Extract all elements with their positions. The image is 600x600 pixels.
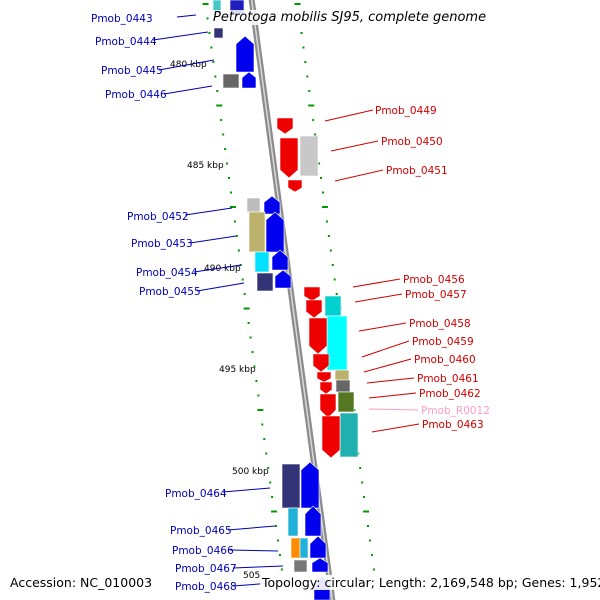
gene-arrow bbox=[319, 381, 333, 395]
gene-label-leader-right bbox=[371, 423, 420, 433]
gene-label-left: Pmob_0446 bbox=[105, 89, 167, 101]
gene-label-right: Pmob_R0012 bbox=[421, 405, 490, 417]
gene-block bbox=[287, 507, 299, 537]
gene-label-leader-left bbox=[176, 14, 197, 18]
gene-block bbox=[254, 251, 270, 273]
gene-label-leader-right bbox=[358, 322, 407, 332]
gene-label-right: Pmob_0461 bbox=[417, 373, 479, 385]
gene-arrow bbox=[287, 179, 303, 193]
gene-label-left: Pmob_0466 bbox=[172, 545, 234, 557]
gene-label-leader-right bbox=[368, 408, 419, 411]
genome-stats-text: Topology: circular; Length: 2,169,548 bp… bbox=[260, 575, 600, 590]
gene-label-leader-left bbox=[229, 549, 279, 552]
gene-label-leader-right bbox=[324, 109, 374, 122]
gene-label-right: Pmob_0449 bbox=[375, 105, 437, 117]
gene-label-left: Pmob_0454 bbox=[136, 267, 198, 279]
gene-label-left: Pmob_0464 bbox=[165, 488, 227, 500]
genome-backbone-highlight bbox=[250, 0, 334, 600]
gene-label-leader-right bbox=[366, 377, 415, 384]
gene-label-leader-right bbox=[363, 358, 412, 373]
scale-label: 505 bbox=[243, 571, 260, 581]
gene-label-left: Pmob_0453 bbox=[131, 238, 193, 250]
gene-label-leader-left bbox=[196, 282, 245, 292]
gene-label-leader-left bbox=[227, 525, 276, 531]
gene-label-left: Pmob_0455 bbox=[139, 286, 201, 298]
scale-label: 495 kbp bbox=[219, 365, 256, 375]
gene-arrow bbox=[274, 269, 292, 289]
scale-label: 485 kbp bbox=[187, 161, 224, 171]
gene-arrow bbox=[279, 137, 299, 179]
gene-label-left: Pmob_0445 bbox=[101, 65, 163, 77]
gene-label-left: Pmob_0468 bbox=[175, 581, 237, 593]
gene-arrow bbox=[241, 71, 257, 89]
gene-label-right: Pmob_0459 bbox=[412, 336, 474, 348]
gene-label-right: Pmob_0463 bbox=[422, 419, 484, 431]
gene-label-leader-right bbox=[330, 140, 379, 152]
gene-arrow bbox=[311, 557, 329, 573]
scale-label: 500 kbp bbox=[232, 467, 269, 477]
gene-block bbox=[326, 315, 348, 371]
gene-label-leader-left bbox=[193, 264, 242, 273]
gene-arrow bbox=[316, 371, 332, 383]
gene-label-left: Pmob_0452 bbox=[127, 211, 189, 223]
gene-block bbox=[299, 135, 319, 177]
gene-label-leader-left bbox=[184, 207, 233, 216]
gene-block bbox=[335, 379, 351, 393]
gene-arrow bbox=[304, 505, 322, 537]
gene-block bbox=[339, 412, 359, 458]
gene-label-leader-left bbox=[222, 487, 271, 493]
gene-label-leader-left bbox=[158, 59, 215, 71]
gene-block bbox=[248, 211, 266, 253]
gene-arrow bbox=[300, 461, 320, 509]
gene-label-left: Pmob_0465 bbox=[170, 525, 232, 537]
gene-label-left: Pmob_0467 bbox=[175, 563, 237, 575]
gene-block bbox=[213, 27, 224, 39]
gene-arrow bbox=[265, 211, 285, 253]
gene-label-leader-right bbox=[352, 278, 401, 288]
gene-arrow bbox=[308, 317, 328, 355]
gene-label-right: Pmob_0458 bbox=[409, 318, 471, 330]
gene-block bbox=[246, 197, 261, 213]
gene-block bbox=[334, 369, 350, 381]
gene-arrow bbox=[312, 353, 330, 373]
gene-label-leader-right bbox=[368, 392, 417, 399]
gene-label-left: Pmob_0444 bbox=[95, 36, 157, 48]
gene-label-leader-right bbox=[361, 340, 410, 358]
gene-label-right: Pmob_0462 bbox=[419, 388, 481, 400]
scale-label: 490 kbp bbox=[204, 264, 241, 274]
gene-label-leader-right bbox=[354, 293, 403, 303]
gene-label-leader-left bbox=[189, 235, 237, 244]
gene-block bbox=[293, 559, 308, 573]
genome-title: Petrotoga mobilis SJ95, complete genome bbox=[211, 10, 489, 25]
gene-label-right: Pmob_0450 bbox=[381, 136, 443, 148]
gene-label-leader-left bbox=[152, 31, 209, 41]
gene-block bbox=[290, 537, 301, 559]
gene-block bbox=[222, 73, 240, 89]
gene-label-right: Pmob_0451 bbox=[386, 165, 448, 177]
gene-block bbox=[324, 295, 342, 317]
gene-arrow bbox=[276, 117, 294, 135]
gene-block bbox=[337, 391, 355, 413]
accession-text: Accession: NC_010003 bbox=[8, 575, 155, 590]
gene-block bbox=[299, 537, 309, 559]
gene-label-right: Pmob_0460 bbox=[414, 354, 476, 366]
gene-arrow bbox=[271, 249, 289, 271]
gene-block bbox=[281, 463, 301, 509]
gene-label-leader-right bbox=[334, 169, 384, 182]
gene-arrow bbox=[305, 299, 323, 319]
gene-arrow bbox=[309, 535, 327, 559]
gene-label-right: Pmob_0456 bbox=[403, 274, 465, 286]
gene-label-left: Pmob_0443 bbox=[91, 13, 153, 25]
gene-label-leader-left bbox=[232, 565, 284, 569]
gene-label-right: Pmob_0457 bbox=[405, 289, 467, 301]
gene-block bbox=[256, 272, 274, 292]
gene-arrow bbox=[321, 415, 341, 459]
gene-label-leader-left bbox=[163, 85, 213, 95]
gene-arrow bbox=[319, 393, 337, 419]
gene-arrow bbox=[303, 286, 321, 302]
gene-arrow bbox=[235, 35, 255, 73]
